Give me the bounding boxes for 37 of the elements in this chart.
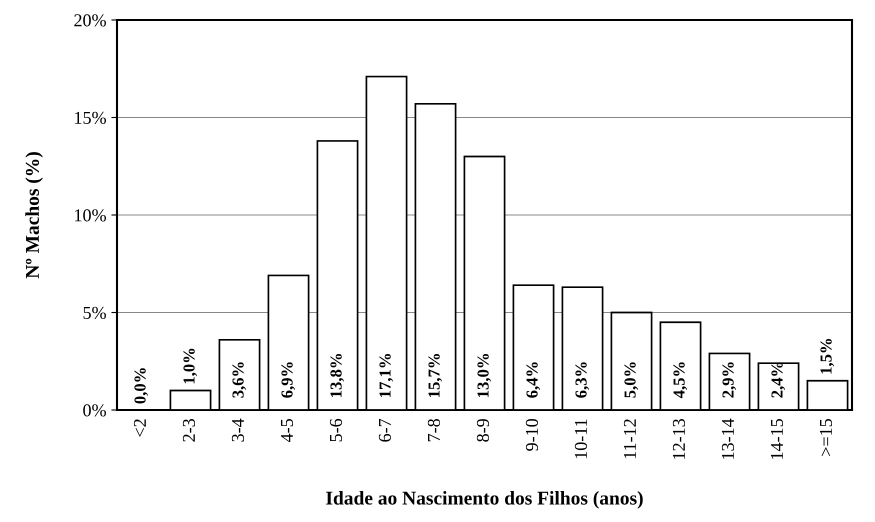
data-label: 6,4% [526, 362, 540, 398]
x-tick-label: >=15 [820, 419, 832, 456]
y-tick-label: 5% [84, 306, 106, 319]
y-axis-title: Nº Machos (%) [25, 152, 43, 278]
y-tick-label: 20% [74, 14, 106, 26]
data-label: 2,9% [722, 362, 736, 398]
x-tick-label: 14-15 [770, 419, 784, 459]
x-tick-label: 8-9 [476, 419, 490, 442]
x-tick-label: 5-6 [330, 418, 342, 442]
x-tick-label: 13-14 [722, 418, 734, 459]
x-tick-label: 3-4 [232, 418, 244, 442]
x-tick-label: 9-10 [526, 419, 538, 451]
x-tick-label: 7-8 [428, 419, 440, 442]
data-label: 15,7% [428, 354, 442, 397]
data-label: 1,5% [820, 338, 834, 374]
x-axis-title: Idade ao Nascimento dos Filhos (anos) [326, 491, 643, 509]
data-label: 0,0% [134, 368, 148, 404]
data-label: 3,6% [232, 362, 246, 398]
y-tick-label: 10% [75, 209, 106, 222]
x-tick-label: <2 [134, 419, 146, 437]
x-tick-label: 10-11 [574, 419, 588, 458]
x-tick-label: 12-13 [672, 419, 686, 459]
data-label: 6,3% [575, 362, 590, 398]
data-label: 4,5% [673, 362, 688, 398]
data-label: 13,8% [330, 354, 344, 397]
data-label: 17,1% [379, 354, 394, 397]
data-label: 13,0% [477, 354, 492, 397]
data-label: 6,9% [281, 362, 296, 398]
data-label: 5,0% [624, 362, 638, 398]
x-tick-label: 11-12 [624, 419, 636, 458]
data-label: 1,0% [183, 348, 198, 384]
x-tick-label: 2-3 [182, 419, 196, 442]
y-tick-label: 15% [75, 112, 106, 124]
y-tick-label: 0% [83, 404, 106, 416]
x-tick-label: 4-5 [280, 419, 294, 442]
x-tick-label: 6-7 [378, 418, 392, 442]
data-label: 2,4% [771, 362, 786, 398]
